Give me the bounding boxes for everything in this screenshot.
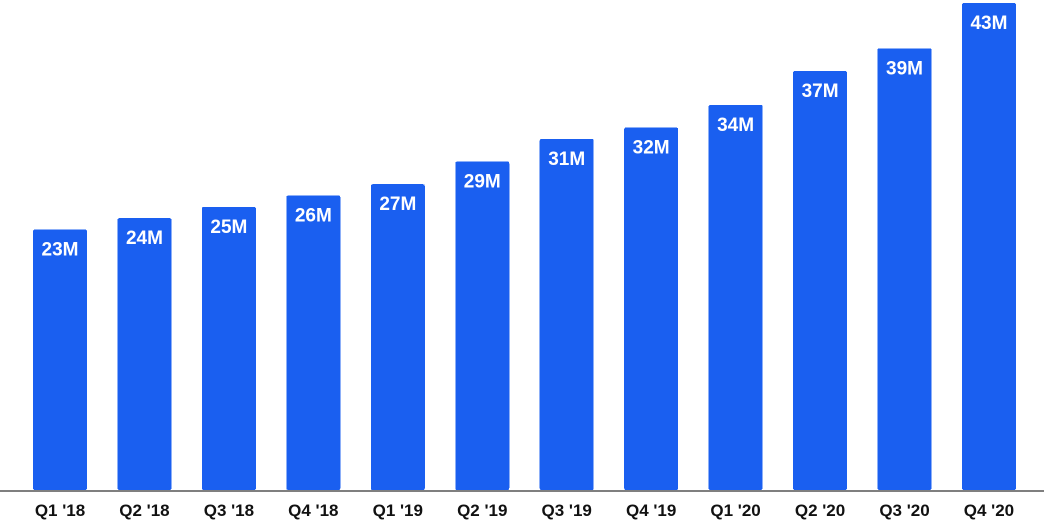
- bar: [117, 218, 172, 490]
- bar: [201, 206, 256, 491]
- x-tick-label: Q3 '19: [542, 501, 592, 520]
- bar-value-label: 25M: [210, 217, 247, 238]
- bar-value-label: 39M: [886, 58, 923, 79]
- bar: [877, 48, 932, 491]
- bar: [539, 138, 594, 490]
- bar-value-label: 31M: [548, 149, 585, 170]
- bar-value-labels-group: 23M 24M 25M 26M 27M 29M 31M 32M 34M 37M 39M 43M: [42, 13, 1008, 261]
- bar-value-label: 37M: [802, 81, 839, 102]
- bar: [961, 3, 1016, 490]
- x-tick-label: Q4 '19: [626, 501, 676, 520]
- bar-value-label: 26M: [295, 206, 332, 227]
- x-tick-label: Q2 '19: [457, 501, 507, 520]
- bar-value-label: 29M: [464, 172, 501, 193]
- bar: [286, 195, 341, 490]
- x-tick-labels-group: Q1 '18 Q2 '18 Q3 '18 Q4 '18 Q1 '19 Q2 '19 Q3 '…: [35, 501, 1014, 520]
- x-tick-label: Q1 '19: [373, 501, 423, 520]
- bar-value-label: 34M: [717, 115, 754, 136]
- x-tick-label: Q1 '18: [35, 501, 85, 520]
- x-tick-label: Q4 '18: [288, 501, 338, 520]
- bar: [370, 184, 425, 490]
- x-tick-label: Q3 '18: [204, 501, 254, 520]
- bar-value-label: 27M: [379, 194, 416, 215]
- bar: [33, 229, 87, 490]
- x-tick-label: Q2 '18: [119, 501, 169, 520]
- bar-value-label: 24M: [126, 228, 163, 249]
- x-tick-label: Q2 '20: [795, 501, 845, 520]
- x-tick-label: Q4 '20: [964, 501, 1014, 520]
- bars-group: [33, 3, 1016, 491]
- x-tick-label: Q3 '20: [879, 501, 929, 520]
- x-tick-label: Q1 '20: [710, 501, 760, 520]
- bar: [455, 161, 510, 490]
- bar-value-label: 43M: [970, 13, 1007, 34]
- bar: [708, 104, 763, 491]
- bar: [793, 70, 848, 490]
- bar-value-label: 32M: [633, 138, 670, 159]
- bar-value-label: 23M: [42, 240, 79, 261]
- bar: [624, 127, 679, 490]
